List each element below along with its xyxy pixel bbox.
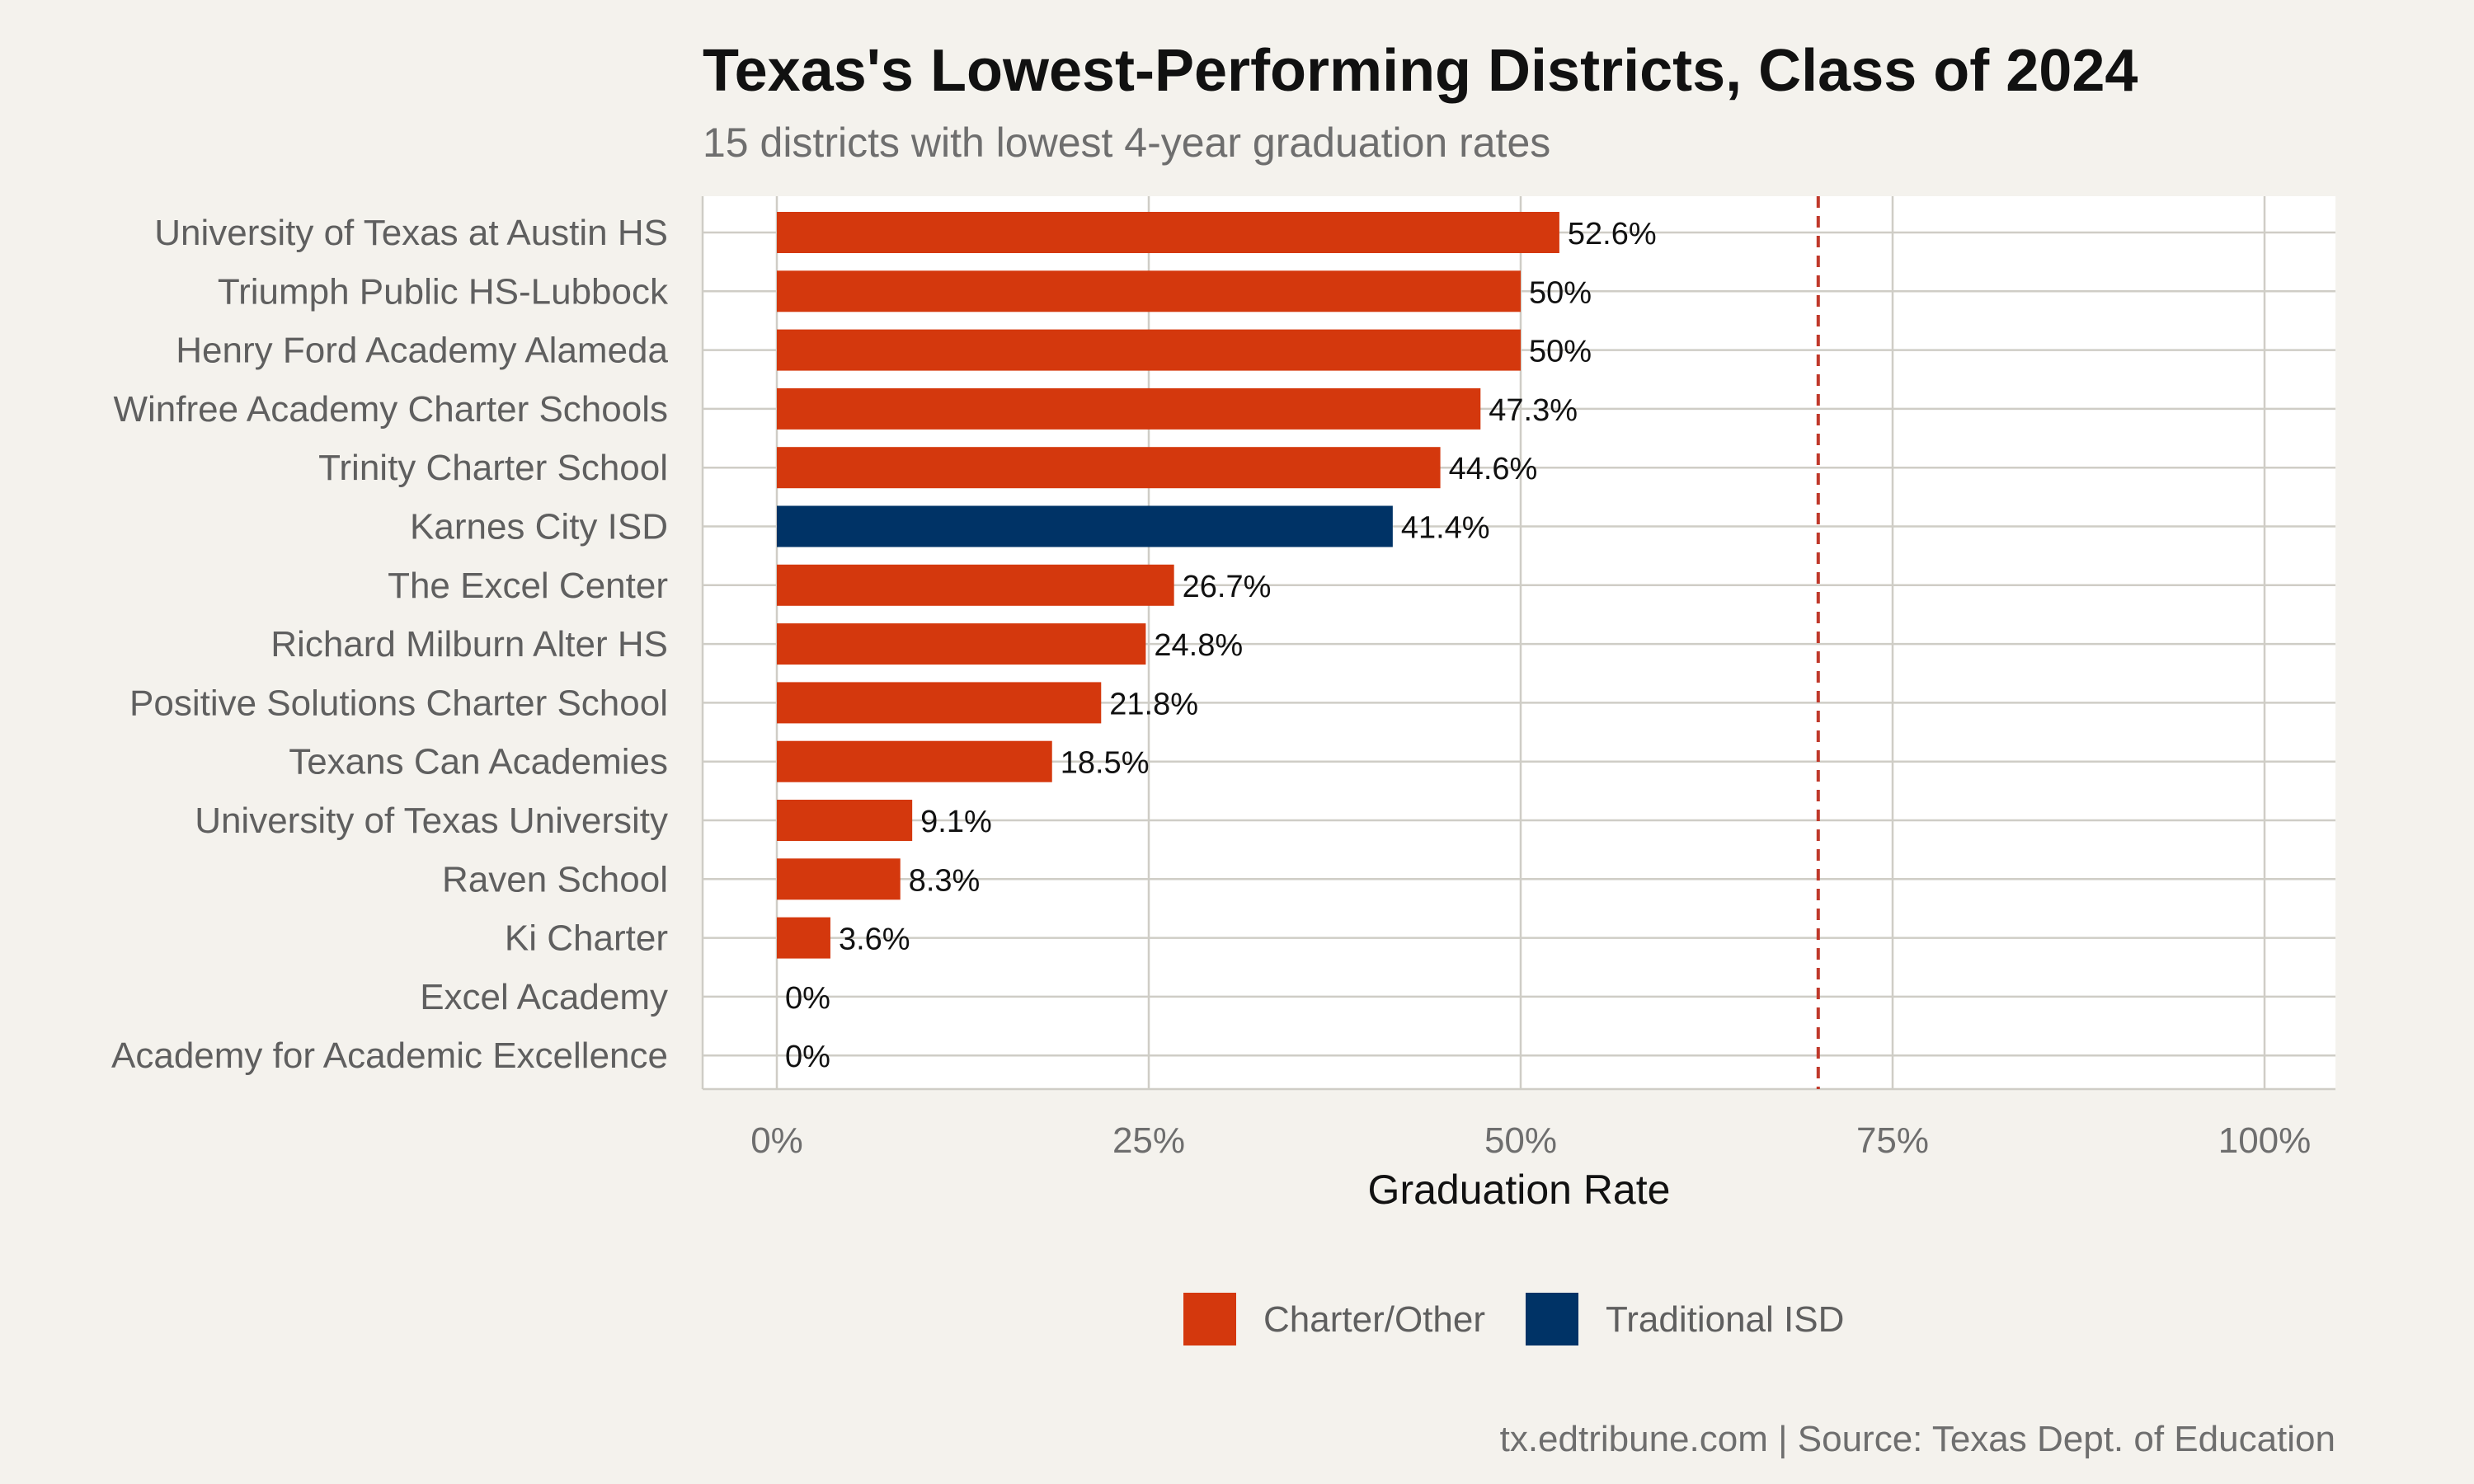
bar <box>777 682 1102 724</box>
x-tick-label: 75% <box>1856 1120 1929 1161</box>
category-labels: University of Texas at Austin HS Triumph … <box>111 213 669 1076</box>
x-tick-label: 50% <box>1484 1120 1557 1161</box>
data-label: 8.3% <box>909 863 981 898</box>
bar <box>777 447 1441 489</box>
data-label: 18.5% <box>1061 746 1150 781</box>
legend-label: Charter/Other <box>1263 1299 1485 1340</box>
x-axis-title: Graduation Rate <box>1368 1167 1671 1213</box>
chart-caption: tx.edtribune.com | Source: Texas Dept. o… <box>1500 1419 2335 1459</box>
bars <box>777 212 1559 959</box>
category-label: University of Texas at Austin HS <box>154 213 668 253</box>
data-label: 52.6% <box>1568 217 1657 251</box>
data-label: 44.6% <box>1449 452 1538 486</box>
x-tick-label: 0% <box>750 1120 803 1161</box>
category-label: Richard Milburn Alter HS <box>270 624 668 665</box>
category-label: Triumph Public HS-Lubbock <box>218 271 669 312</box>
category-label: Positive Solutions Charter School <box>129 683 668 723</box>
bar <box>777 564 1174 606</box>
category-label: Texans Can Academies <box>289 742 668 782</box>
category-label: University of Texas University <box>195 801 668 841</box>
legend-swatch <box>1526 1293 1578 1345</box>
category-label: Karnes City ISD <box>410 507 668 547</box>
data-label: 0% <box>785 1040 830 1074</box>
category-label: The Excel Center <box>388 566 668 606</box>
chart-title: Texas's Lowest-Performing Districts, Cla… <box>703 38 2138 104</box>
bar <box>777 329 1521 371</box>
bar <box>777 505 1393 547</box>
bar <box>777 917 830 959</box>
data-label: 3.6% <box>839 923 910 957</box>
data-label: 9.1% <box>920 805 992 839</box>
bar <box>777 623 1146 665</box>
legend: Charter/Other Traditional ISD <box>1183 1293 1844 1345</box>
legend-label: Traditional ISD <box>1606 1299 1844 1340</box>
data-labels: 52.6% 50% 50% 47.3% 44.6% 41.4% 26.7% 24.8% 21.8… <box>785 217 1657 1074</box>
data-label: 41.4% <box>1401 511 1490 546</box>
category-label: Raven School <box>442 859 668 899</box>
data-label: 24.8% <box>1154 628 1243 663</box>
bar <box>777 270 1521 312</box>
category-label: Academy for Academic Excellence <box>111 1036 668 1076</box>
data-label: 50% <box>1529 275 1592 310</box>
legend-swatch <box>1183 1293 1236 1345</box>
bar <box>777 740 1052 782</box>
category-label: Ki Charter <box>505 918 668 959</box>
data-label: 21.8% <box>1109 687 1198 721</box>
chart-subtitle: 15 districts with lowest 4-year graduati… <box>703 120 1550 166</box>
bar <box>777 212 1559 253</box>
data-label: 26.7% <box>1183 570 1272 604</box>
data-label: 0% <box>785 981 830 1016</box>
data-label: 47.3% <box>1489 393 1578 428</box>
x-tick-label: 100% <box>2218 1120 2312 1161</box>
x-axis-ticks: 0% 25% 50% 75% 100% <box>750 1120 2311 1161</box>
bar <box>777 858 901 900</box>
bar <box>777 387 1481 430</box>
bar <box>777 800 913 841</box>
category-label: Henry Ford Academy Alameda <box>176 331 668 371</box>
category-label: Excel Academy <box>420 977 668 1017</box>
category-label: Winfree Academy Charter Schools <box>113 389 668 430</box>
x-tick-label: 25% <box>1112 1120 1185 1161</box>
data-label: 50% <box>1529 335 1592 369</box>
category-label: Trinity Charter School <box>318 448 668 488</box>
